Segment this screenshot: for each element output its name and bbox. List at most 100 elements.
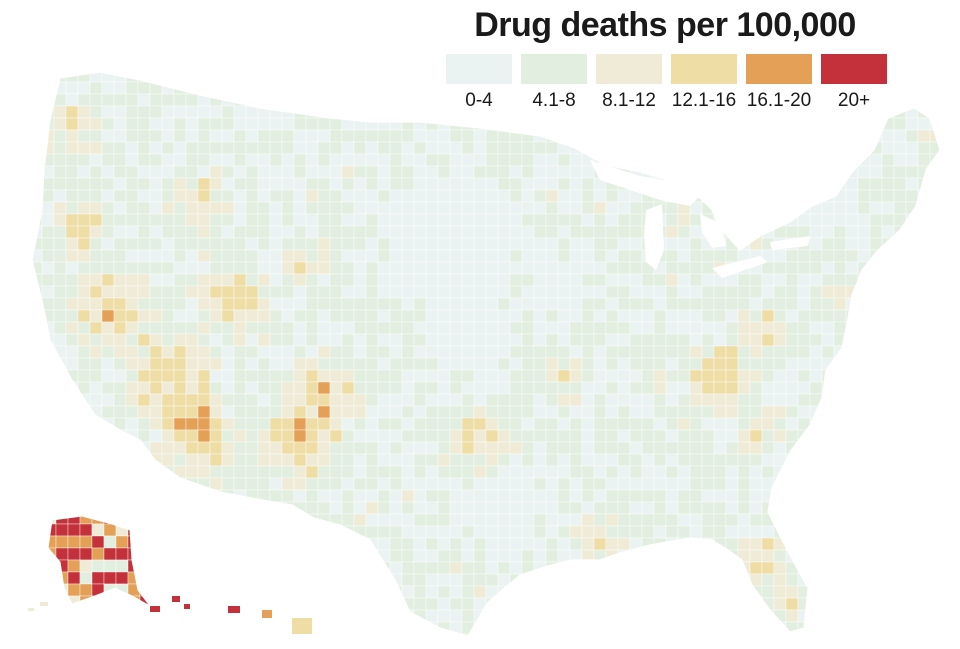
- county-cell: [629, 549, 643, 563]
- county-cell: [821, 273, 835, 287]
- county-cell: [65, 141, 79, 155]
- county-cell: [41, 93, 55, 107]
- county-cell: [629, 453, 643, 467]
- county-cell: [653, 369, 667, 383]
- county-cell: [65, 453, 79, 467]
- county-cell: [197, 261, 211, 275]
- county-cell: [209, 81, 223, 95]
- county-cell: [521, 273, 535, 287]
- county-cell: [785, 225, 799, 239]
- county-cell: [185, 249, 199, 263]
- county-cell: [605, 213, 619, 227]
- county-cell: [305, 381, 319, 395]
- county-cell: [425, 609, 439, 623]
- county-cell: [365, 273, 379, 287]
- county-cell: [821, 537, 835, 551]
- county-cell: [821, 165, 835, 179]
- county-cell: [413, 441, 427, 455]
- county-cell: [161, 189, 175, 203]
- county-cell: [173, 273, 187, 287]
- county-cell: [725, 441, 739, 455]
- county-cell: [581, 189, 595, 203]
- county-cell: [341, 621, 355, 635]
- county-cell: [413, 105, 427, 119]
- county-cell: [233, 105, 247, 119]
- county-cell: [233, 333, 247, 347]
- county-cell: [389, 561, 403, 575]
- county-cell: [533, 213, 547, 227]
- county-cell: [185, 321, 199, 335]
- county-cell: [461, 261, 475, 275]
- county-cell: [557, 405, 571, 419]
- county-cell: [809, 585, 823, 599]
- county-cell: [593, 621, 607, 635]
- county-cell: [617, 261, 631, 275]
- county-cell: [737, 177, 751, 191]
- county-cell: [857, 381, 871, 395]
- county-cell: [329, 573, 343, 587]
- county-cell: [509, 225, 523, 239]
- county-cell: [305, 417, 319, 431]
- county-cell: [641, 321, 655, 335]
- county-cell: [605, 285, 619, 299]
- county-cell: [401, 309, 415, 323]
- county-cell: [905, 249, 919, 263]
- county-cell: [701, 501, 715, 515]
- county-cell: [701, 525, 715, 539]
- county-cell: [725, 537, 739, 551]
- county-cell: [929, 333, 940, 347]
- county-cell: [857, 453, 871, 467]
- county-cell: [41, 393, 55, 407]
- county-cell: [749, 381, 763, 395]
- county-cell: [377, 501, 391, 515]
- county-cell: [32, 357, 43, 371]
- county-cell: [509, 525, 523, 539]
- county-cell: [749, 345, 763, 359]
- county-cell: [485, 165, 499, 179]
- county-cell: [221, 561, 235, 575]
- county-cell: [449, 477, 463, 491]
- county-cell: [401, 72, 415, 83]
- county-cell: [773, 501, 787, 515]
- county-cell: [665, 381, 679, 395]
- county-cell: [893, 165, 907, 179]
- county-cell: [581, 129, 595, 143]
- county-cell: [257, 189, 271, 203]
- county-cell: [533, 225, 547, 239]
- county-cell: [629, 201, 643, 215]
- county-cell: [473, 309, 487, 323]
- county-cell: [353, 525, 367, 539]
- county-cell: [329, 369, 343, 383]
- lake-huron: [700, 214, 726, 248]
- county-cell: [809, 357, 823, 371]
- county-cell: [425, 441, 439, 455]
- county-cell: [593, 609, 607, 623]
- county-cell: [125, 189, 139, 203]
- county-cell: [209, 165, 223, 179]
- county-cell: [665, 393, 679, 407]
- county-cell: [341, 105, 355, 119]
- county-cell: [701, 429, 715, 443]
- county-cell: [221, 117, 235, 131]
- county-cell: [173, 105, 187, 119]
- county-cell: [365, 609, 379, 623]
- county-cell: [149, 93, 163, 107]
- county-cell: [845, 465, 859, 479]
- county-cell: [281, 465, 295, 479]
- county-cell: [833, 489, 847, 503]
- county-cell: [473, 321, 487, 335]
- county-cell: [221, 429, 235, 443]
- county-cell: [353, 345, 367, 359]
- county-cell: [317, 633, 331, 636]
- county-cell: [929, 441, 940, 455]
- county-cell: [161, 249, 175, 263]
- county-cell: [377, 429, 391, 443]
- county-cell: [221, 357, 235, 371]
- county-cell: [605, 573, 619, 587]
- county-cell: [581, 429, 595, 443]
- county-cell: [365, 453, 379, 467]
- county-cell: [257, 393, 271, 407]
- county-cell: [209, 429, 223, 443]
- county-cell: [65, 237, 79, 251]
- county-cell: [869, 357, 883, 371]
